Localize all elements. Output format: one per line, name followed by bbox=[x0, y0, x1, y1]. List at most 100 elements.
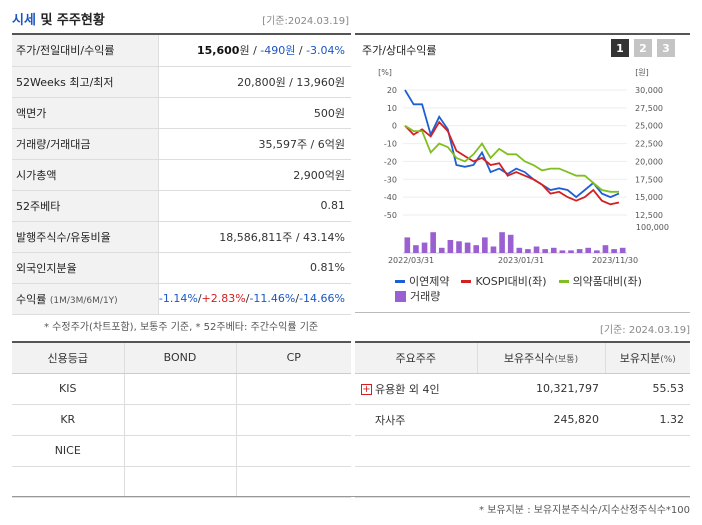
volume-bar bbox=[421, 242, 428, 253]
volume-bar bbox=[438, 247, 445, 253]
cell bbox=[355, 466, 477, 498]
volume-bar bbox=[404, 237, 411, 253]
table-row: 외국인지분율 0.81% bbox=[12, 252, 351, 284]
x-tick-label: 2023/01/31 bbox=[498, 256, 544, 265]
return-1y: -14.66% bbox=[299, 292, 345, 305]
table-row: 수익률 (1M/3M/6M/1Y) -1.14%/+2.83%/-11.46%/… bbox=[12, 283, 351, 315]
cell bbox=[477, 466, 605, 498]
section-title-sub: 및 주주현황 bbox=[35, 13, 105, 28]
cell: KR bbox=[12, 404, 124, 436]
right-tick-label: 12,500 bbox=[635, 211, 663, 220]
info-footnote: * 수정주가(차트포함), 보통주 기준, * 52주베타: 주간수익률 기준 bbox=[44, 322, 319, 333]
row-value: 18,586,811주 / 43.14% bbox=[158, 221, 351, 253]
expand-icon[interactable]: + bbox=[361, 384, 372, 395]
left-tick-label: -10 bbox=[384, 140, 397, 149]
returns-period: (1M/3M/6M/1Y) bbox=[49, 295, 118, 306]
holder-name: 자사주 bbox=[355, 404, 477, 436]
table-row: 액면가 500원 bbox=[12, 97, 351, 129]
separator: / bbox=[245, 292, 250, 305]
section-title-main: 시세 bbox=[12, 13, 36, 28]
right-tick-label: 15,000 bbox=[635, 193, 663, 202]
cell: KIS bbox=[12, 373, 124, 405]
holders-footnote: * 보유지분 : 보유지분주식수/지수산정주식수*100 bbox=[479, 505, 690, 516]
legend-item: 의약품대비(좌) bbox=[558, 274, 642, 289]
volume-bar bbox=[516, 247, 523, 253]
returns-values: -1.14%/+2.83%/-11.46%/-14.66% bbox=[158, 283, 351, 315]
price-unit: 원 bbox=[239, 44, 250, 58]
row-key: 거래량/거래대금 bbox=[12, 128, 159, 160]
legend-item: KOSPI대비(좌) bbox=[461, 274, 547, 289]
left-axis-unit: [%] bbox=[378, 68, 392, 77]
left-tick-label: -40 bbox=[384, 193, 397, 202]
holder-name-text: 유용환 외 4인 bbox=[375, 382, 440, 396]
holder-ratio: 1.32 bbox=[605, 404, 690, 436]
table-row: 주가/전일대비/수익률 15,600원 / -490원 / -3.04% bbox=[12, 35, 351, 67]
left-tick-label: -20 bbox=[384, 157, 397, 166]
left-tick-label: -30 bbox=[384, 175, 397, 184]
volume-bar bbox=[430, 232, 436, 253]
row-value: 0.81% bbox=[158, 252, 351, 284]
row-value: 500원 bbox=[158, 97, 351, 129]
cell bbox=[235, 404, 351, 436]
table-row bbox=[12, 466, 351, 498]
volume-bar bbox=[568, 250, 574, 253]
legend-label: 거래량 bbox=[410, 290, 441, 303]
volume-bar bbox=[464, 242, 471, 253]
left-tick-label: -50 bbox=[384, 211, 397, 220]
tab-2[interactable]: 2 bbox=[634, 39, 652, 57]
right-tick-label: 30,000 bbox=[635, 86, 663, 95]
table-header: 신용등급 BOND CP bbox=[12, 342, 351, 374]
holder-shares: 245,820 bbox=[477, 404, 605, 436]
table-row: KIS bbox=[12, 373, 351, 405]
cell bbox=[235, 466, 351, 498]
holder-name: + 유용환 외 4인 bbox=[355, 373, 477, 405]
volume-bar bbox=[525, 249, 531, 253]
table-row: 자사주 245,820 1.32 bbox=[355, 404, 690, 436]
credit-rating-table: 신용등급 BOND CP KIS KR NICE bbox=[12, 341, 351, 498]
column-header: 주요주주 bbox=[355, 342, 477, 374]
legend-swatch bbox=[395, 280, 405, 283]
row-key: 수익률 (1M/3M/6M/1Y) bbox=[12, 283, 159, 315]
cell bbox=[123, 373, 236, 405]
chart-legend: 이연제약 KOSPI대비(좌) 의약품대비(좌) 거래량 bbox=[395, 274, 650, 304]
separator: / bbox=[249, 44, 261, 58]
volume-bar bbox=[499, 232, 505, 253]
cell: NICE bbox=[12, 435, 124, 467]
holder-shares: 10,321,797 bbox=[477, 373, 605, 405]
volume-bar bbox=[456, 241, 462, 253]
table-row: 52주베타 0.81 bbox=[12, 190, 351, 222]
table-row: 52Weeks 최고/최저 20,800원 / 13,960원 bbox=[12, 66, 351, 98]
volume-bar bbox=[413, 245, 419, 253]
row-key: 주가/전일대비/수익률 bbox=[12, 35, 159, 67]
left-tick-label: 10 bbox=[387, 104, 397, 113]
right-tick-label: 27,500 bbox=[635, 104, 663, 113]
cell bbox=[355, 435, 477, 467]
tab-1[interactable]: 1 bbox=[611, 39, 629, 57]
table-row: 시가총액 2,900억원 bbox=[12, 159, 351, 191]
row-value: 35,597주 / 6억원 bbox=[158, 128, 351, 160]
column-header: BOND bbox=[123, 342, 236, 374]
row-key: 52주베타 bbox=[12, 190, 159, 222]
left-tick-label: 20 bbox=[387, 86, 397, 95]
volume-bar bbox=[585, 247, 592, 253]
row-key: 시가총액 bbox=[12, 159, 159, 191]
series-line bbox=[404, 120, 620, 206]
relative-return-chart: [%] [원] 20 10 0 -10 -20 -30 -40 -50 30,000 27,500 25… bbox=[378, 68, 669, 265]
header-unit: (%) bbox=[660, 354, 676, 365]
volume-bar bbox=[447, 240, 454, 253]
header-text: 보유주식수 bbox=[503, 351, 555, 365]
header-text: 보유지분 bbox=[619, 351, 661, 365]
shareholders-table: 주요주주 보유주식수(보통) 보유지분(%) + 유용환 외 4인 10,321,… bbox=[355, 341, 690, 498]
chart-tabs: 1 2 3 bbox=[611, 39, 675, 57]
right-tick-label: 17,500 bbox=[635, 175, 663, 184]
cell bbox=[235, 373, 351, 405]
cell bbox=[123, 404, 236, 436]
tab-3[interactable]: 3 bbox=[657, 39, 675, 57]
right-axis-unit: [원] bbox=[635, 68, 649, 77]
legend-swatch bbox=[558, 280, 569, 283]
return-1m: -1.14% bbox=[158, 292, 198, 305]
volume-bar bbox=[473, 245, 480, 253]
cell bbox=[235, 435, 351, 467]
row-value: 20,800원 / 13,960원 bbox=[158, 66, 351, 98]
cell bbox=[477, 435, 605, 467]
